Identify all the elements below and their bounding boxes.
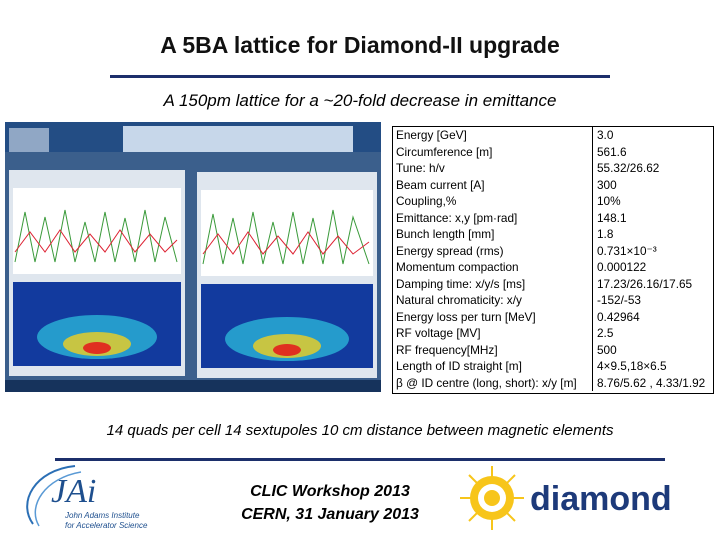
table-row: Natural chromaticity: x/y -152/-53 bbox=[393, 292, 713, 309]
parameter-value: 2.5 bbox=[597, 326, 614, 340]
note: 14 quads per cell 14 sextupoles 10 cm di… bbox=[106, 422, 614, 439]
parameter-name: Coupling,% bbox=[393, 193, 593, 210]
parameter-value: 4×9.5,18×6.5 bbox=[597, 359, 667, 373]
screenshot-image bbox=[5, 122, 381, 392]
parameter-name: Tune: h/v bbox=[393, 160, 593, 177]
parameter-name: Energy [GeV] bbox=[393, 127, 593, 144]
parameter-value: 500 bbox=[597, 342, 617, 357]
table-row: Circumference [m] 561.6 bbox=[393, 143, 713, 160]
parameter-value: 148.1 bbox=[597, 210, 627, 225]
footer-rule bbox=[55, 458, 665, 461]
table-row: Coupling,% 10% bbox=[393, 193, 713, 210]
parameter-name: Momentum compaction bbox=[393, 259, 593, 276]
table-row: Tune: h/v 55.32/26.62 bbox=[393, 160, 713, 177]
slide-title: A 5BA lattice for Diamond-II upgrade bbox=[160, 32, 560, 58]
parameter-name: Bunch length [mm] bbox=[393, 226, 593, 243]
table-row: Momentum compaction 0.000122 bbox=[393, 259, 713, 276]
table-row: Energy loss per turn [MeV] 0.42964 bbox=[393, 308, 713, 325]
parameter-name: Damping time: x/y/s [ms] bbox=[393, 275, 593, 292]
footer-line: CLIC Workshop 2013 bbox=[250, 483, 410, 500]
parameter-value: 8.76/5.62 , 4.33/1.92 bbox=[597, 375, 706, 390]
table-row: Length of ID straight [m] 4×9.5,18×6.5 bbox=[393, 358, 713, 375]
jai-logo: JAi John Adams Institute for Accelerator… bbox=[26, 465, 148, 530]
parameter-name: RF voltage [MV] bbox=[393, 325, 593, 342]
table-row: Damping time: x/y/s [ms] 17.23/26.16/17.6… bbox=[393, 275, 713, 292]
parameter-name: β @ ID centre (long, short): x/y [m] bbox=[393, 374, 593, 391]
parameter-value: 3.0 bbox=[597, 128, 614, 142]
title-rule bbox=[110, 75, 610, 78]
jai-mark: JAi bbox=[51, 473, 96, 510]
jai-name: for Accelerator Science bbox=[65, 521, 148, 530]
parameter-value: 1.8 bbox=[597, 227, 614, 241]
table-row: RF frequency[MHz] 500 bbox=[393, 341, 713, 358]
parameter-value: 55.32/26.62 bbox=[597, 161, 660, 175]
parameter-value: 0.731×10⁻³ bbox=[597, 243, 657, 258]
parameter-value: 10% bbox=[597, 194, 621, 208]
parameter-value: 17.23/26.16/17.65 bbox=[597, 276, 693, 291]
parameter-table: Energy [GeV] 3.0 Circumference [m] 561.6 Tun… bbox=[392, 126, 714, 394]
diamond-wordmark: diamond bbox=[530, 480, 672, 518]
parameter-name: Emittance: x,y [pm·rad] bbox=[393, 209, 593, 226]
diamond-logo: diamond bbox=[460, 466, 672, 530]
table-row: β @ ID centre (long, short): x/y [m] 8.76… bbox=[393, 374, 713, 391]
subtitle: A 150pm lattice for a ~20-fold decrease … bbox=[163, 91, 557, 110]
footer-line: CERN, 31 January 2013 bbox=[241, 506, 419, 523]
parameter-name: Beam current [A] bbox=[393, 176, 593, 193]
table-row: Energy [GeV] 3.0 bbox=[393, 127, 713, 144]
parameter-name: Energy loss per turn [MeV] bbox=[393, 308, 593, 325]
table-row: Energy spread (rms) 0.731×10⁻³ bbox=[393, 242, 713, 259]
table-row: Beam current [A] 300 bbox=[393, 176, 713, 193]
parameter-value: 561.6 bbox=[597, 144, 627, 159]
parameter-value: -152/-53 bbox=[597, 293, 641, 307]
parameter-value: 0.000122 bbox=[597, 260, 647, 274]
parameter-name: Length of ID straight [m] bbox=[393, 358, 593, 375]
table-row: RF voltage [MV] 2.5 bbox=[393, 325, 713, 342]
parameter-value: 300 bbox=[597, 177, 617, 192]
parameter-value: 0.42964 bbox=[597, 309, 640, 324]
parameter-name: Energy spread (rms) bbox=[393, 242, 593, 259]
parameter-name: RF frequency[MHz] bbox=[393, 341, 593, 358]
parameter-name: Natural chromaticity: x/y bbox=[393, 292, 593, 309]
footer: CLIC Workshop 2013 CERN, 31 January 2013 bbox=[200, 480, 460, 526]
jai-name: John Adams Institute bbox=[64, 511, 140, 520]
parameter-name: Circumference [m] bbox=[393, 143, 593, 160]
table-row: Emittance: x,y [pm·rad] 148.1 bbox=[393, 209, 713, 226]
table-row: Bunch length [mm] 1.8 bbox=[393, 226, 713, 243]
